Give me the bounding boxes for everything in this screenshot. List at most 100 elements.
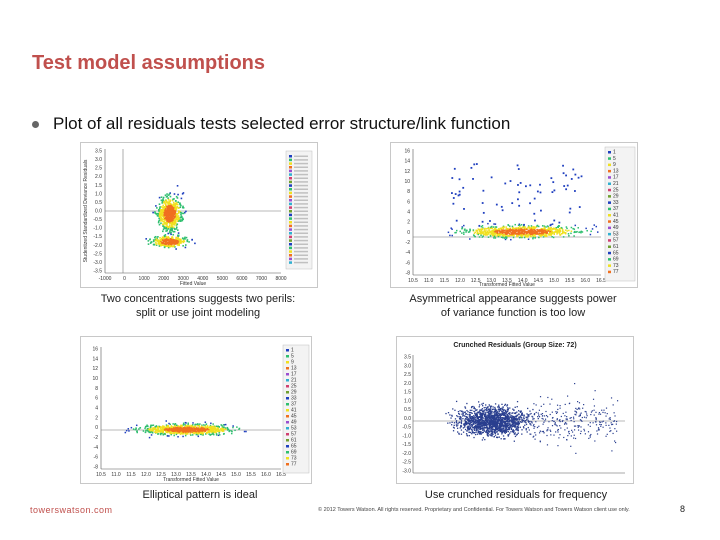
p2-legend-label-15: 61: [613, 244, 619, 250]
p3-legend-swatch-11: [286, 415, 289, 418]
p1-xtick-5: 4000: [197, 276, 208, 282]
p1-legend-line-28: [294, 258, 308, 260]
p2-xtick-8: 14.5: [533, 278, 543, 284]
p3-xtick-7: 14.0: [201, 472, 211, 478]
p2-ytick-2: 12: [404, 169, 410, 175]
p1-legend-swatch-1: [289, 158, 292, 162]
p4-ytick-10: -1.5: [402, 442, 411, 448]
p1-legend-line-8: [294, 184, 308, 187]
p3-legend-label-3: 13: [291, 366, 297, 372]
footer-copyright: © 2012 Towers Watson. All rights reserve…: [318, 507, 630, 513]
p3-xtick-0: 10.5: [96, 472, 106, 478]
caption-plot-2: Asymmetrical appearance suggests power o…: [390, 292, 636, 320]
p2-legend-label-17: 69: [613, 257, 619, 263]
p1-density-upper: [152, 185, 187, 238]
p1-legend-swatch-7: [289, 180, 292, 184]
p1-legend-swatch-25: [289, 246, 292, 250]
p3-legend-label-8: 33: [291, 396, 297, 402]
p1-xtick-9: 8000: [275, 276, 286, 282]
p1-legend-swatch-12: [289, 199, 292, 202]
p3-ytick-2: 12: [92, 366, 98, 372]
p3-legend-swatch-17: [286, 451, 289, 454]
p1-legend-line-18: [294, 221, 308, 223]
p3-legend-swatch-10: [286, 409, 289, 412]
p1-legend-swatch-19: [289, 224, 292, 228]
p2-legend-label-18: 73: [613, 263, 619, 269]
caption-plot-4: Use crunched residuals for frequency: [396, 488, 636, 502]
p2-legend-swatch-2: [608, 163, 611, 167]
p2-legend-label-14: 57: [613, 238, 619, 244]
p2-ytick-8: 0: [407, 230, 410, 236]
p2-xlabel: Transformed Fitted Value: [479, 282, 535, 287]
p1-legend-swatch-6: [289, 177, 292, 180]
p3-legend-swatch-9: [286, 403, 289, 406]
p1-ytick-3: 2.0: [95, 174, 102, 180]
p1-density-lower: [145, 232, 196, 250]
p2-ytick-1: 14: [404, 159, 410, 165]
p2-ytick-0: 16: [404, 149, 410, 155]
p4-ytick-8: -0.5: [402, 425, 411, 431]
p1-ytick-7: 0.0: [95, 209, 102, 215]
plot-elliptical: 16 14 12 10 8 6 4 2 0 -2 -4 -6 -8 10.5 11.0 11.5 12.0 12.…: [80, 336, 312, 484]
caption-plot-1-line-1: Two concentrations suggests two perils:: [100, 293, 296, 305]
p2-legend-swatch-5: [608, 182, 611, 185]
p1-ytick-4: 1.5: [95, 183, 102, 189]
caption-plot-2-line-1: Asymmetrical appearance suggests power: [409, 293, 617, 305]
p1-legend-swatch-4: [289, 169, 292, 173]
p1-xtick-8: 7000: [256, 276, 267, 282]
p1-ylabel: Studentized Standardized Deviance Residu…: [83, 159, 89, 262]
p2-legend-label-4: 17: [613, 175, 619, 181]
plot-two-concentrations: 3.5 3.0 2.5 2.0 1.5 1.0 0.5 0.0 -0.5 -1.0 -1.5 -2.0…: [80, 142, 318, 288]
p3-xlabel: Transformed Fitted Value: [163, 477, 219, 483]
p4-ytick-11: -2.0: [402, 451, 411, 457]
p1-legend-swatch-28: [289, 257, 292, 261]
p3-legend-label-5: 21: [291, 378, 297, 384]
p1-legend-line-21: [294, 232, 308, 234]
p2-legend-swatch-16: [608, 251, 611, 255]
p1-legend-swatch-5: [289, 173, 292, 176]
p1-legend-line-11: [294, 195, 308, 198]
slide-title: Test model assumptions: [32, 52, 266, 74]
p1-legend-line-10: [294, 192, 308, 194]
p1-ytick-12: -2.5: [93, 251, 102, 257]
bullet-text: Plot of all residuals tests selected err…: [53, 114, 511, 133]
p1-ytick-10: -1.5: [93, 234, 102, 240]
residual-plot-1-chart: 3.5 3.0 2.5 2.0 1.5 1.0 0.5 0.0 -0.5 -1.0 -1.5 -2.0…: [83, 149, 313, 287]
p4-ytick-2: 2.5: [404, 372, 411, 378]
p3-xtick-6: 13.5: [186, 472, 196, 478]
p3-legend-swatch-7: [286, 391, 289, 394]
p2-legend-swatch-0: [608, 151, 611, 154]
p3-legend-label-14: 57: [291, 432, 297, 438]
p1-legend-swatch-14: [289, 206, 292, 209]
p1-ytick-8: -0.5: [93, 217, 102, 223]
residual-plot-2-chart: 16 14 12 10 8 6 4 2 0 -2 -4 -6 -810.5 11.0 11.5 12.0 12.…: [404, 146, 636, 287]
p3-legend-swatch-14: [286, 433, 289, 436]
p3-xtick-4: 12.5: [156, 472, 166, 478]
caption-plot-3: Elliptical pattern is ideal: [80, 488, 320, 502]
p1-legend-swatch-26: [289, 250, 292, 253]
p1-legend-line-5: [294, 173, 308, 176]
p2-ytick-12: -8: [406, 271, 411, 277]
p2-xtick-11: 16.0: [580, 278, 590, 284]
p1-legend-swatch-2: [289, 162, 292, 165]
p2-legend-swatch-19: [608, 270, 611, 274]
p3-ytick-12: -8: [94, 465, 99, 471]
bullet-dot-icon: [32, 120, 39, 128]
p3-legend-swatch-1: [286, 355, 289, 358]
p2-legend-label-6: 25: [613, 187, 619, 193]
p1-legend-line-16: [294, 214, 308, 216]
p2-legend-label-8: 33: [613, 200, 619, 206]
p2-legend-swatch-7: [608, 195, 611, 198]
p2-legend-swatch-18: [608, 264, 611, 267]
p2-legend-swatch-10: [608, 214, 611, 217]
p2-legend-swatch-11: [608, 220, 611, 223]
p2-legend-label-5: 21: [613, 181, 619, 187]
p1-legend-swatch-23: [289, 239, 292, 242]
p3-density-ellipse: [124, 420, 247, 439]
p3-legend-swatch-3: [286, 367, 289, 370]
p2-ytick-3: 10: [404, 179, 410, 185]
p3-ytick-6: 4: [95, 406, 98, 412]
p3-ytick-8: 0: [95, 425, 98, 431]
caption-plot-1: Two concentrations suggests two perils: …: [80, 292, 316, 320]
caption-plot-3-line-1: Elliptical pattern is ideal: [142, 489, 258, 501]
